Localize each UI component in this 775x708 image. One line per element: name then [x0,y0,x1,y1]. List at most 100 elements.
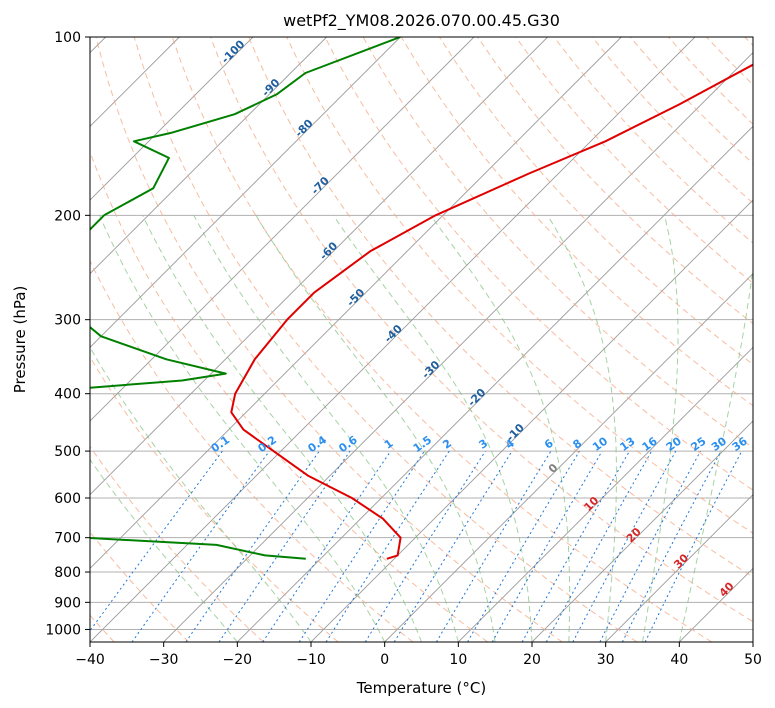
mixing-ratio-line [491,450,603,642]
isotherm-label: 30 [671,551,691,571]
y-tick-label: 800 [54,565,81,581]
chart-title: wetPf2_YM08.2026.070.00.45.G30 [283,11,560,31]
y-tick-label: 500 [54,444,81,460]
dry-adiabat [286,37,753,534]
x-tick-label: −10 [296,652,326,668]
isotherm-label: -90 [259,76,282,99]
dry-adiabat [553,37,753,244]
dry-adiabat [744,37,753,47]
dry-adiabat [90,356,339,642]
y-tick-label: 900 [54,595,81,611]
mixing-ratio-line [644,450,743,642]
isotherm [90,37,622,569]
dry-adiabat [210,37,753,623]
isotherm [531,420,753,642]
y-tick-label: 600 [54,491,81,507]
pressure-gridlines [90,37,753,630]
y-tick-label: 1000 [45,622,81,638]
y-axis: 100 200 300 400 500 600 700 800 900 1000 [45,30,90,638]
dry-adiabat [706,37,753,86]
mixing-ratio-label: 2 [440,437,454,452]
isotherm [384,273,753,642]
dry-adiabat [133,37,638,642]
mixing-ratio-line [131,450,270,642]
isotherm-label: -40 [382,322,405,345]
mixing-ratio-line [298,450,425,642]
mixing-ratio-line [218,450,351,642]
mixing-ratio-line [325,450,450,642]
dry-adiabat [90,445,264,642]
mixing-ratio-line [545,450,653,642]
isotherm [90,37,327,275]
moist-adiabat [90,346,312,642]
mixing-ratio-line [364,450,486,642]
dry-adiabat [95,37,563,642]
moist-adiabat [430,215,571,642]
moist-adiabat [142,215,422,642]
isotherm [458,346,753,642]
dewpoint-line [90,37,401,560]
dry-adiabat [90,259,414,642]
isotherm-label: -100 [219,37,248,66]
dry-adiabat [668,37,753,125]
moist-adiabats [90,215,753,642]
dry-adiabat [591,37,753,204]
isotherm-label: 10 [581,494,601,514]
mixing-ratio-label: 6 [542,437,556,452]
isotherm [90,37,401,348]
isotherm [310,199,753,642]
isotherm-label: -50 [344,286,367,309]
x-tick-label: −30 [149,652,179,668]
x-tick-label: 10 [449,652,467,668]
dry-adiabat [324,37,753,491]
x-tick-label: −20 [223,652,253,668]
isotherm [163,52,753,642]
y-tick-label: 400 [54,387,81,403]
isotherm-label: 40 [717,579,737,599]
y-tick-label: 300 [54,313,81,329]
mixing-ratio-line [262,450,392,642]
mixing-ratio-lines [90,450,743,642]
mixing-ratio-label: 0.1 [209,433,232,455]
y-tick-label: 200 [54,208,81,224]
mixing-ratio-line [435,450,552,642]
isotherm [605,494,753,642]
moist-adiabat [193,215,459,642]
dry-adiabat [171,37,712,642]
mixing-ratio-line [521,450,630,642]
x-axis-title: Temperature (°C) [356,679,486,697]
x-tick-label: −40 [75,652,105,668]
temperature-line [230,63,753,560]
isotherm [90,37,475,422]
moist-adiabat [99,215,386,642]
x-axis: −40 −30 −20 −10 0 10 20 30 40 50 [75,642,762,668]
mixing-ratio-line [467,450,580,642]
mixing-ratio-line [185,450,320,642]
mixing-ratio-line [90,450,223,632]
moist-adiabat [678,264,753,642]
x-tick-label: 50 [744,652,762,668]
y-axis-title: Pressure (hPa) [11,286,29,394]
moist-adiabat [547,215,617,642]
x-tick-label: 40 [670,652,688,668]
mixing-ratio-line [621,450,722,642]
mixing-ratio-line [572,450,677,642]
isotherm [90,37,254,201]
isotherm [752,641,753,642]
isotherm [90,37,696,642]
skewed-isotherms [90,37,753,642]
isotherm-label: -20 [465,386,488,409]
y-tick-label: 700 [54,531,81,547]
isotherm-label: -70 [309,174,332,197]
moist-adiabat [642,215,679,642]
mixing-ratio-line [393,450,513,642]
x-tick-label: 0 [380,652,389,668]
moist-adiabat [90,458,238,642]
dry-adiabat [515,37,753,284]
isotherm-label: 20 [624,525,644,545]
isotherm-label: -60 [317,239,340,262]
isotherm [679,567,753,642]
isotherm [90,37,548,496]
isotherm-label: -80 [292,116,315,139]
